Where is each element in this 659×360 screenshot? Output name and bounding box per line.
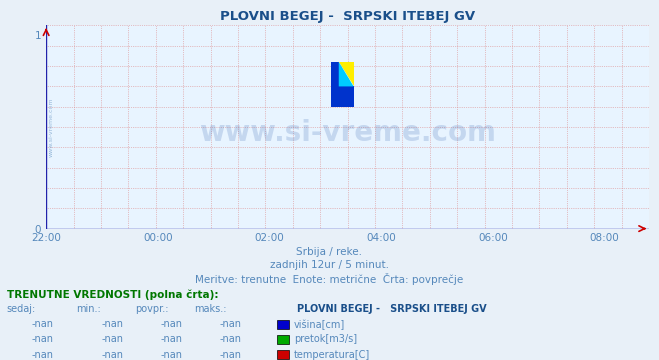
Text: -nan: -nan [160, 319, 183, 329]
Text: www.si-vreme.com: www.si-vreme.com [49, 97, 53, 157]
Text: višina[cm]: višina[cm] [294, 319, 345, 330]
Text: -nan: -nan [219, 350, 242, 360]
Text: zadnjih 12ur / 5 minut.: zadnjih 12ur / 5 minut. [270, 260, 389, 270]
Text: -nan: -nan [32, 350, 54, 360]
Text: Meritve: trenutne  Enote: metrične  Črta: povprečje: Meritve: trenutne Enote: metrične Črta: … [195, 273, 464, 285]
Text: -nan: -nan [32, 334, 54, 345]
Text: -nan: -nan [219, 319, 242, 329]
Text: temperatura[C]: temperatura[C] [294, 350, 370, 360]
Text: povpr.:: povpr.: [135, 304, 169, 314]
Text: maks.:: maks.: [194, 304, 227, 314]
Text: min.:: min.: [76, 304, 101, 314]
Text: -nan: -nan [32, 319, 54, 329]
Text: -nan: -nan [160, 334, 183, 345]
Text: sedaj:: sedaj: [7, 304, 36, 314]
Text: PLOVNI BEGEJ -   SRPSKI ITEBEJ GV: PLOVNI BEGEJ - SRPSKI ITEBEJ GV [297, 304, 486, 314]
Text: TRENUTNE VREDNOSTI (polna črta):: TRENUTNE VREDNOSTI (polna črta): [7, 290, 218, 300]
Text: -nan: -nan [101, 350, 123, 360]
Text: -nan: -nan [101, 319, 123, 329]
Text: -nan: -nan [160, 350, 183, 360]
Text: www.si-vreme.com: www.si-vreme.com [199, 119, 496, 147]
Text: pretok[m3/s]: pretok[m3/s] [294, 334, 357, 345]
Title: PLOVNI BEGEJ -  SRPSKI ITEBEJ GV: PLOVNI BEGEJ - SRPSKI ITEBEJ GV [220, 10, 475, 23]
Text: -nan: -nan [219, 334, 242, 345]
Text: -nan: -nan [101, 334, 123, 345]
Text: Srbija / reke.: Srbija / reke. [297, 247, 362, 257]
